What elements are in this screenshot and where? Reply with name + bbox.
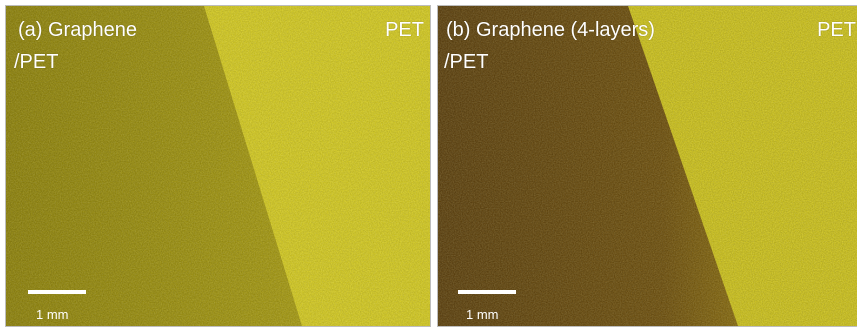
panel-a-pet-label: PET (385, 19, 424, 41)
panel-a-scale-bar (28, 290, 86, 294)
panel-b-title: (b) Graphene (4-layers) (446, 19, 655, 41)
panel-b-scale-bar (458, 290, 516, 294)
panel-b-scale-label: 1 mm (466, 307, 499, 322)
panel-a-subtitle: /PET (14, 51, 59, 73)
panel-a-title: (a) Graphene (18, 19, 137, 41)
panel-b-subtitle: /PET (444, 51, 489, 73)
panel-a: (a) Graphene /PET PET 1 mm (5, 5, 431, 327)
panel-a-image (6, 6, 430, 326)
panel-b-pet-label: PET (817, 19, 856, 41)
panel-b: (b) Graphene (4-layers) /PET PET 1 mm (437, 5, 857, 327)
panel-a-scale-label: 1 mm (36, 307, 69, 322)
panel-b-image (438, 6, 857, 326)
